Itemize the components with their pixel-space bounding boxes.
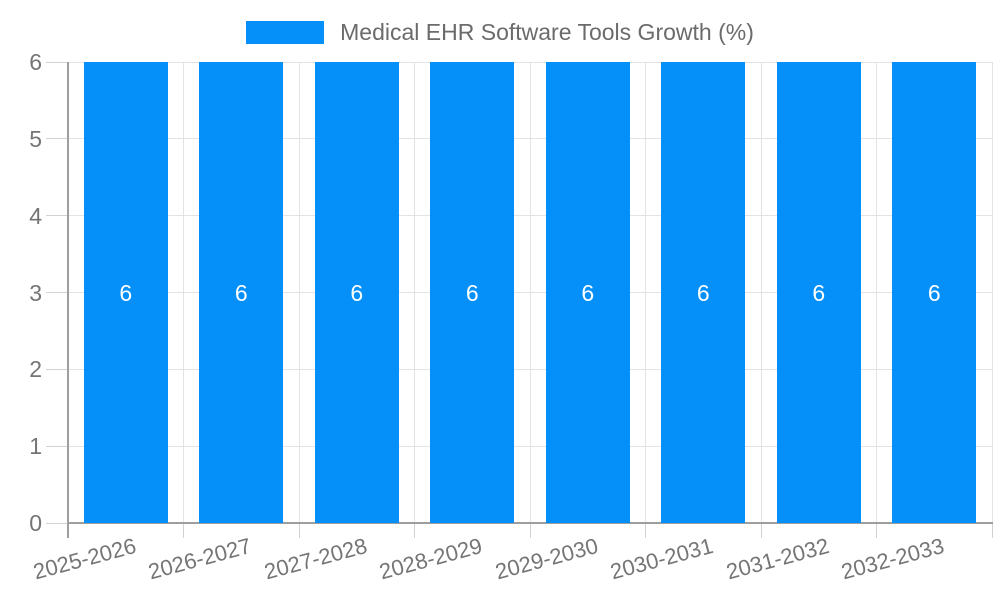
x-gridline xyxy=(529,62,531,523)
x-gridline xyxy=(876,62,877,523)
x-axis-label: 2026-2027 xyxy=(145,533,254,585)
x-axis-tick xyxy=(183,523,184,538)
x-axis-tick xyxy=(529,523,531,538)
x-axis-label: 2032-2033 xyxy=(838,533,947,585)
y-axis-label: 2 xyxy=(29,356,42,383)
y-axis-tick xyxy=(46,522,68,524)
x-gridline xyxy=(760,62,762,523)
bar-2030-2031[interactable] xyxy=(661,62,746,523)
y-axis-label: 1 xyxy=(29,433,42,460)
y-axis-label: 3 xyxy=(29,279,42,306)
y-axis-tick xyxy=(46,61,68,63)
bar-2027-2028[interactable] xyxy=(314,62,399,523)
x-gridline xyxy=(298,62,300,523)
legend-item[interactable]: Medical EHR Software Tools Growth (%) xyxy=(0,18,1000,46)
bar-value-label: 6 xyxy=(350,279,364,306)
y-axis-tick xyxy=(46,292,68,293)
x-axis-tick xyxy=(876,523,877,538)
y-axis-line xyxy=(67,62,69,538)
x-axis-tick xyxy=(991,523,993,538)
x-gridline xyxy=(183,62,184,523)
bar-2029-2030[interactable] xyxy=(545,62,630,523)
y-axis-tick xyxy=(46,138,68,140)
y-axis-label: 4 xyxy=(29,202,42,229)
x-axis-label: 2028-2029 xyxy=(376,533,485,585)
bar-value-label: 6 xyxy=(465,279,479,306)
bar-value-label: 6 xyxy=(812,279,826,306)
x-gridline xyxy=(991,62,993,523)
bar-2026-2027[interactable] xyxy=(199,62,284,523)
bar-2028-2029[interactable] xyxy=(430,62,515,523)
y-axis-label: 5 xyxy=(29,125,42,152)
y-axis-label: 0 xyxy=(29,510,42,536)
x-axis-label: 2029-2030 xyxy=(492,533,601,585)
x-axis-label: 2027-2028 xyxy=(261,533,370,585)
bar-value-label: 6 xyxy=(234,279,248,306)
legend-swatch-icon xyxy=(246,20,325,44)
legend-label: Medical EHR Software Tools Growth (%) xyxy=(340,18,754,45)
y-axis-tick xyxy=(46,215,68,217)
x-axis-label: 2025-2026 xyxy=(30,533,139,585)
x-gridline xyxy=(645,62,646,523)
bar-value-label: 6 xyxy=(696,279,710,306)
y-axis-tick xyxy=(46,368,68,370)
x-axis-label: 2030-2031 xyxy=(607,533,716,585)
y-axis-tick xyxy=(46,445,68,447)
bar-2032-2033[interactable] xyxy=(892,62,977,523)
x-axis-label: 2031-2032 xyxy=(723,533,832,585)
bar-2031-2032[interactable] xyxy=(776,62,861,523)
x-axis-tick xyxy=(645,523,646,538)
x-gridline xyxy=(414,62,415,523)
x-axis-line xyxy=(67,522,993,524)
bar-value-label: 6 xyxy=(119,279,133,306)
bar-value-label: 6 xyxy=(581,279,595,306)
x-axis-tick xyxy=(760,523,762,538)
x-axis-tick xyxy=(298,523,300,538)
bar-value-label: 6 xyxy=(927,279,941,306)
bar-2025-2026[interactable] xyxy=(83,62,168,523)
y-axis-label: 6 xyxy=(29,49,42,75)
x-axis-tick xyxy=(414,523,415,538)
